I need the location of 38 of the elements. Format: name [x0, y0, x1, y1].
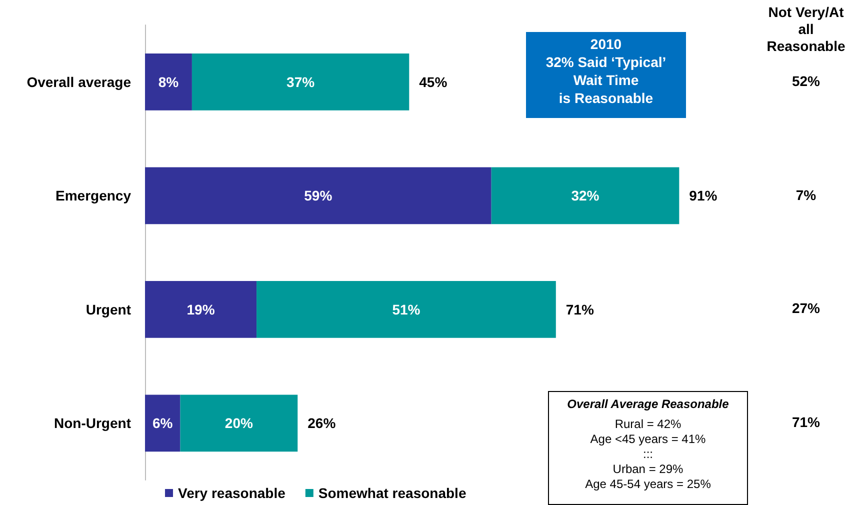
annotation: 2010 32% Said ‘Typical’ Wait Time is Reasonable	[526, 32, 686, 118]
text: 71%	[790, 414, 822, 430]
bar	[192, 53, 410, 110]
annotation: Urban = 29%	[612, 462, 684, 477]
bar	[145, 394, 180, 452]
legend-label: Very reasonable	[178, 485, 286, 501]
text: 27%	[790, 300, 822, 316]
y-tick-label: Overall average	[26, 74, 132, 90]
annotation: Age <45 years = 41%	[589, 432, 707, 447]
y-tick-label: Non-Urgent	[54, 415, 132, 432]
bar	[145, 167, 492, 224]
bar	[256, 280, 556, 338]
legend-label: Somewhat reasonable	[318, 485, 466, 501]
total-label: 91%	[689, 188, 718, 204]
data-label: 20%	[224, 415, 254, 432]
data-label: 8%	[158, 74, 180, 90]
data-label: 6%	[152, 415, 174, 432]
bar	[180, 394, 298, 452]
annotation: Rural = 42%	[614, 417, 682, 432]
total-label: 45%	[419, 74, 448, 90]
annotation: Overall Average Reasonable	[566, 397, 730, 412]
y-tick-label: Emergency	[56, 188, 132, 204]
total-label: 26%	[308, 415, 336, 432]
text: 7%	[794, 186, 818, 203]
data-label: 19%	[186, 301, 216, 318]
annotation: :::	[642, 447, 654, 462]
bar	[145, 53, 192, 110]
total-label: 71%	[566, 301, 594, 318]
bar	[491, 167, 680, 224]
y-tick-label: Urgent	[86, 301, 132, 318]
bar	[145, 280, 257, 338]
annotation: Age 45-54 years = 25%	[584, 477, 712, 492]
text: 52%	[790, 72, 822, 89]
text: Not Very/At all Reasonable	[766, 4, 846, 55]
data-label: 51%	[392, 301, 421, 318]
data-label: 32%	[571, 188, 600, 204]
data-label: 37%	[286, 74, 316, 90]
data-label: 59%	[304, 188, 333, 204]
